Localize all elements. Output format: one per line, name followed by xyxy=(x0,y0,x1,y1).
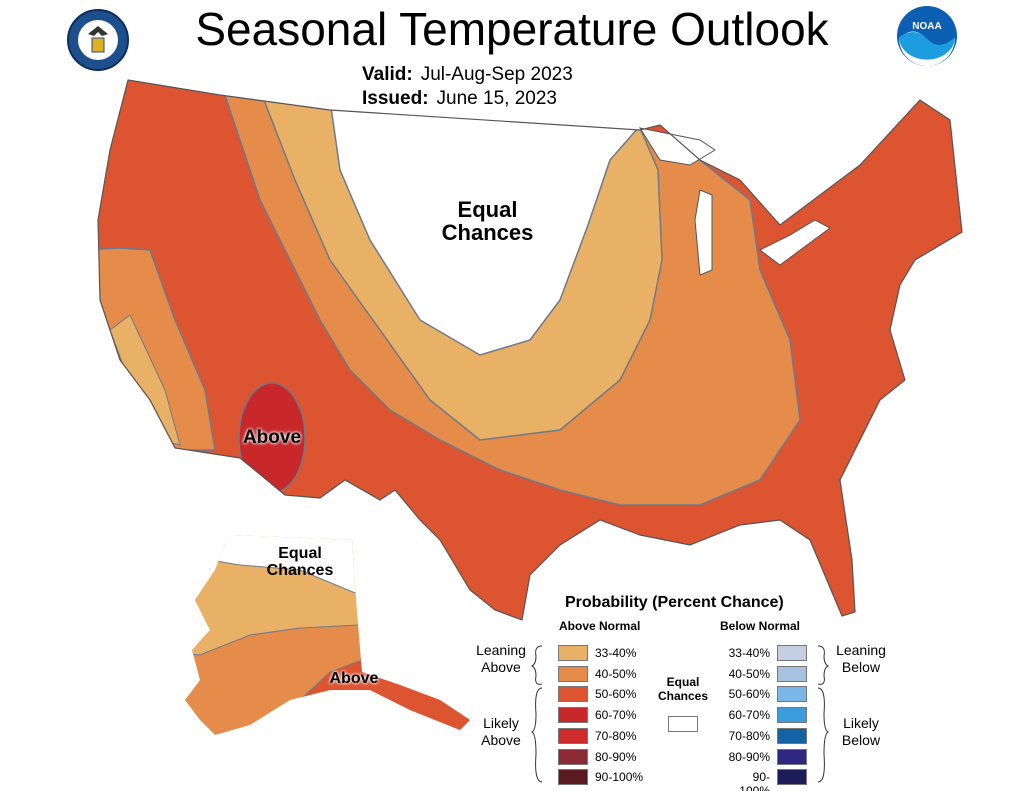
legend-equal-chances: Equal Chances xyxy=(657,675,709,704)
legend-braces-left xyxy=(530,645,543,783)
swatch-above-0 xyxy=(558,645,588,661)
legend-below-range: 50-60% xyxy=(728,687,770,702)
legend-likely-above: Likely Above xyxy=(481,715,521,748)
page-title: Seasonal Temperature Outlook xyxy=(195,3,829,55)
legend-likely-below: Likely Below xyxy=(841,715,881,748)
legend-above-range: 90-100% xyxy=(595,770,644,785)
legend-title: Probability (Percent Chance) xyxy=(565,594,784,611)
issued-date: Issued: June 15, 2023 xyxy=(362,88,557,110)
legend-leaning-below: Leaning Below xyxy=(836,642,886,675)
label-alaska-above: Above xyxy=(329,670,379,687)
swatch-above-5 xyxy=(558,748,588,765)
swatch-above-4 xyxy=(558,727,588,744)
swatch-below-1 xyxy=(777,665,807,682)
swatch-above-1 xyxy=(558,665,588,682)
legend-below-range: 40-50% xyxy=(728,666,770,681)
issued-label: Issued: xyxy=(362,88,429,109)
valid-label: Valid: xyxy=(362,64,413,85)
swatch-below-0 xyxy=(777,645,807,661)
swatch-above-3 xyxy=(558,707,588,724)
legend-leaning-above: Leaning Above xyxy=(476,642,526,675)
label-alaska-equal-chances: Equal Chances xyxy=(266,545,334,579)
noaa-logo: NOAA xyxy=(897,6,957,66)
great-lakes xyxy=(638,127,831,276)
legend-above-range: 33-40% xyxy=(595,646,637,660)
issued-value: June 15, 2023 xyxy=(436,88,557,109)
legend-below-range: 70-80% xyxy=(728,728,770,743)
label-above: Above xyxy=(242,427,302,448)
legend-below-header: Below Normal xyxy=(720,619,801,633)
legend-above-range: 60-70% xyxy=(595,708,637,723)
legend: Probability (Percent Chance) Above Norma… xyxy=(470,592,890,791)
legend-above-range: 80-90% xyxy=(595,749,637,764)
legend-below-range: 80-90% xyxy=(728,749,770,764)
swatch-below-3 xyxy=(777,707,807,724)
swatch-equal-chances xyxy=(668,716,698,732)
swatch-below-6 xyxy=(777,769,807,786)
legend-above-range: 40-50% xyxy=(595,666,637,681)
legend-below-range: 60-70% xyxy=(728,708,770,723)
valid-period: Valid: Jul-Aug-Sep 2023 xyxy=(362,64,573,86)
legend-above-header: Above Normal xyxy=(559,619,641,633)
legend-below-range: 90-100% xyxy=(739,770,770,791)
doc-seal-logo xyxy=(67,9,129,71)
swatch-below-4 xyxy=(777,727,807,744)
legend-braces-right xyxy=(817,645,830,783)
swatch-below-2 xyxy=(777,686,807,703)
svg-text:NOAA: NOAA xyxy=(912,21,941,32)
swatch-above-6 xyxy=(558,769,588,786)
valid-value: Jul-Aug-Sep 2023 xyxy=(420,64,573,85)
legend-above-range: 50-60% xyxy=(595,687,637,702)
legend-below-range: 33-40% xyxy=(728,646,770,660)
swatch-above-2 xyxy=(558,686,588,703)
zone-equal-chances xyxy=(329,99,647,356)
legend-above-range: 70-80% xyxy=(595,728,637,743)
label-equal-chances: Equal Chances xyxy=(441,197,534,246)
swatch-below-5 xyxy=(777,748,807,765)
us-outline xyxy=(97,79,963,621)
